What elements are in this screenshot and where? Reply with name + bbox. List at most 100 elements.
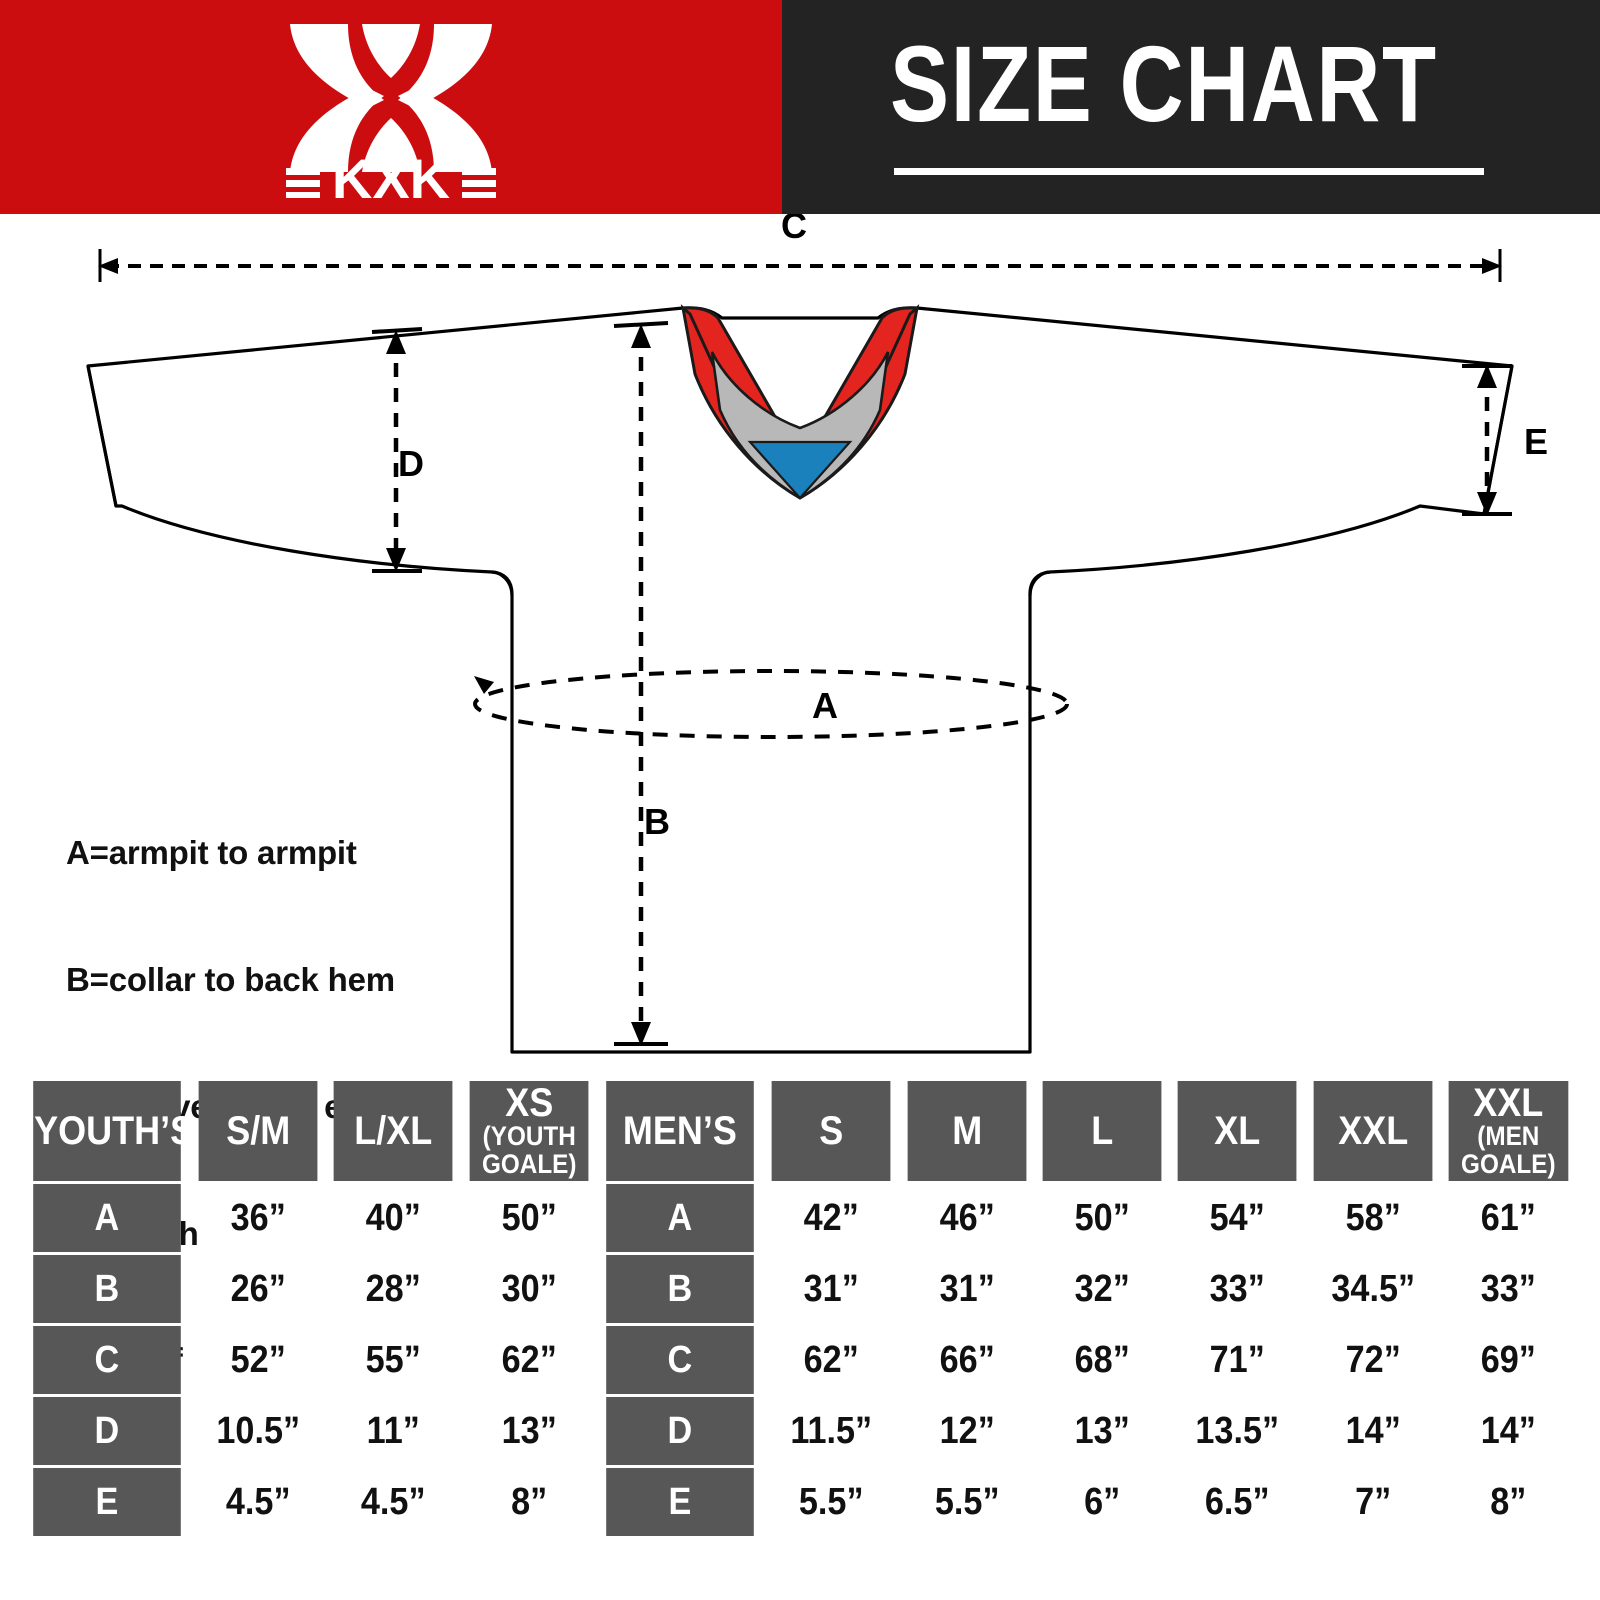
title-underline <box>894 168 1484 175</box>
measure-a <box>473 669 1069 739</box>
measure-b <box>613 321 669 1046</box>
cell-mens-e-xxlg: 8” <box>1449 1468 1569 1536</box>
cell-mens-b-xxl: 34.5” <box>1313 1255 1433 1323</box>
header-youth-xs-sub: (YOUTH GOALE) <box>481 1121 577 1179</box>
cell-mens-d-m: 12” <box>907 1397 1027 1465</box>
collar-inner <box>710 351 890 500</box>
cell-mens-d-xxl: 14” <box>1313 1397 1433 1465</box>
cell-mens-d-xl: 13.5” <box>1178 1397 1298 1465</box>
header-mens-l: L <box>1042 1081 1162 1181</box>
header-youth-sm-main: S/M <box>226 1109 291 1153</box>
jersey-cuff-left <box>86 365 118 507</box>
jersey-armpit-left <box>491 570 514 597</box>
header-youth-lxl-main: L/XL <box>354 1109 433 1153</box>
header-mens-xxl-goalie-sub: (MEN GOALE) <box>1461 1121 1556 1179</box>
cell-mens-d-s: 11.5” <box>771 1397 891 1465</box>
table-header-row: YOUTH’S S/M L/XL XS (YOUTH GOALE) MEN’S … <box>25 1081 1575 1181</box>
header-banner: KXK SIZE CHART <box>0 0 1600 214</box>
cell-mens-e-xl: 6.5” <box>1178 1468 1298 1536</box>
cell-mens-d-l: 13” <box>1042 1397 1162 1465</box>
header-mens-xxl: XXL <box>1313 1081 1433 1181</box>
row-label-e-mens: E <box>606 1468 754 1536</box>
measure-d-label: D <box>398 443 424 484</box>
row-label-d-mens: D <box>606 1397 754 1465</box>
cell-mens-b-l: 32” <box>1042 1255 1162 1323</box>
cell-youth-d-lxl: 11” <box>333 1397 454 1465</box>
cell-youth-c-sm: 52” <box>198 1326 318 1394</box>
header-mens-xxl-goalie-main: XXL <box>1473 1081 1544 1126</box>
row-label-b-mens: B <box>606 1255 754 1323</box>
cell-mens-c-xxlg: 69” <box>1449 1326 1569 1394</box>
row-label-e-youth: E <box>33 1468 181 1536</box>
header-mens-xxl-main: XXL <box>1338 1109 1409 1153</box>
cell-mens-b-m: 31” <box>907 1255 1027 1323</box>
header-mens-xl-main: XL <box>1214 1109 1261 1153</box>
header-youth-lxl: L/XL <box>333 1081 454 1181</box>
cell-mens-e-s: 5.5” <box>771 1468 891 1536</box>
kxk-logo-svg: KXK <box>286 24 496 210</box>
cell-youth-a-xs: 50” <box>469 1184 589 1252</box>
row-label-c-youth: C <box>33 1326 181 1394</box>
cell-mens-e-xxl: 7” <box>1313 1468 1433 1536</box>
cell-mens-c-l: 68” <box>1042 1326 1162 1394</box>
jersey-armpit-right <box>1028 570 1051 597</box>
header-mens-xl: XL <box>1178 1081 1298 1181</box>
measure-b-label: B <box>644 801 670 842</box>
cell-mens-a-xxl: 58” <box>1313 1184 1433 1252</box>
cell-youth-a-lxl: 40” <box>333 1184 454 1252</box>
table-row: B 26” 28” 30” B 31” 31” 32” 33” 34.5” 33… <box>25 1255 1575 1323</box>
table-row: A 36” 40” 50” A 42” 46” 50” 54” 58” 61” <box>25 1184 1575 1252</box>
size-chart-table: YOUTH’S S/M L/XL XS (YOUTH GOALE) MEN’S … <box>22 1078 1578 1539</box>
title-panel: SIZE CHART <box>782 0 1600 214</box>
cell-youth-d-sm: 10.5” <box>198 1397 318 1465</box>
cell-mens-c-s: 62” <box>771 1326 891 1394</box>
cell-youth-e-lxl: 4.5” <box>333 1468 454 1536</box>
kxk-logo: KXK <box>276 18 506 210</box>
cell-mens-a-l: 50” <box>1042 1184 1162 1252</box>
header-mens-m-main: M <box>951 1109 982 1153</box>
cell-youth-b-sm: 26” <box>198 1255 318 1323</box>
measure-c-label: C <box>781 214 807 246</box>
cell-mens-a-xxlg: 61” <box>1449 1184 1569 1252</box>
cell-mens-c-xxl: 72” <box>1313 1326 1433 1394</box>
jersey-diagram: C D E B A <box>0 205 1600 1066</box>
measure-e-label: E <box>1524 421 1548 462</box>
jersey-diagram-svg: C D E B A <box>86 205 1548 1054</box>
row-label-c-mens: C <box>606 1326 754 1394</box>
header-mens-xxl-goalie: XXL (MEN GOALE) <box>1449 1081 1569 1181</box>
row-label-d-youth: D <box>33 1397 181 1465</box>
cell-mens-e-l: 6” <box>1042 1468 1162 1536</box>
legend-line-a: A=armpit to armpit <box>66 834 357 872</box>
header-mens-s-main: S <box>819 1109 844 1153</box>
cell-youth-c-lxl: 55” <box>333 1326 454 1394</box>
row-label-b-youth: B <box>33 1255 181 1323</box>
table-row: C 52” 55” 62” C 62” 66” 68” 71” 72” 69” <box>25 1326 1575 1394</box>
collar-accent <box>747 440 853 500</box>
measure-e <box>1462 364 1512 516</box>
cell-mens-b-xxlg: 33” <box>1449 1255 1569 1323</box>
cell-youth-c-xs: 62” <box>469 1326 589 1394</box>
cell-mens-d-xxlg: 14” <box>1449 1397 1569 1465</box>
cell-youth-b-lxl: 28” <box>333 1255 454 1323</box>
legend-line-b: B=collar to back hem <box>66 961 395 999</box>
cell-youth-e-sm: 4.5” <box>198 1468 318 1536</box>
cell-youth-d-xs: 13” <box>469 1397 589 1465</box>
header-mens-l-main: L <box>1091 1109 1114 1153</box>
measure-c <box>98 249 1502 282</box>
measure-d <box>371 327 423 573</box>
header-youths: YOUTH’S <box>33 1081 194 1181</box>
cell-mens-a-s: 42” <box>771 1184 891 1252</box>
header-mens: MEN’S <box>606 1081 754 1181</box>
table-row: E 4.5” 4.5” 8” E 5.5” 5.5” 6” 6.5” 7” 8” <box>25 1468 1575 1536</box>
cell-youth-e-xs: 8” <box>469 1468 589 1536</box>
cell-mens-c-m: 66” <box>907 1326 1027 1394</box>
measure-a-label: A <box>812 685 838 726</box>
brand-panel: KXK <box>0 0 782 214</box>
jersey-cuff-right <box>1482 365 1514 515</box>
header-mens-m: M <box>907 1081 1027 1181</box>
cell-youth-b-xs: 30” <box>469 1255 589 1323</box>
cell-youth-a-sm: 36” <box>198 1184 318 1252</box>
row-label-a-mens: A <box>606 1184 754 1252</box>
page-title: SIZE CHART <box>890 23 1438 144</box>
header-youth-xs-main: XS <box>504 1081 554 1126</box>
